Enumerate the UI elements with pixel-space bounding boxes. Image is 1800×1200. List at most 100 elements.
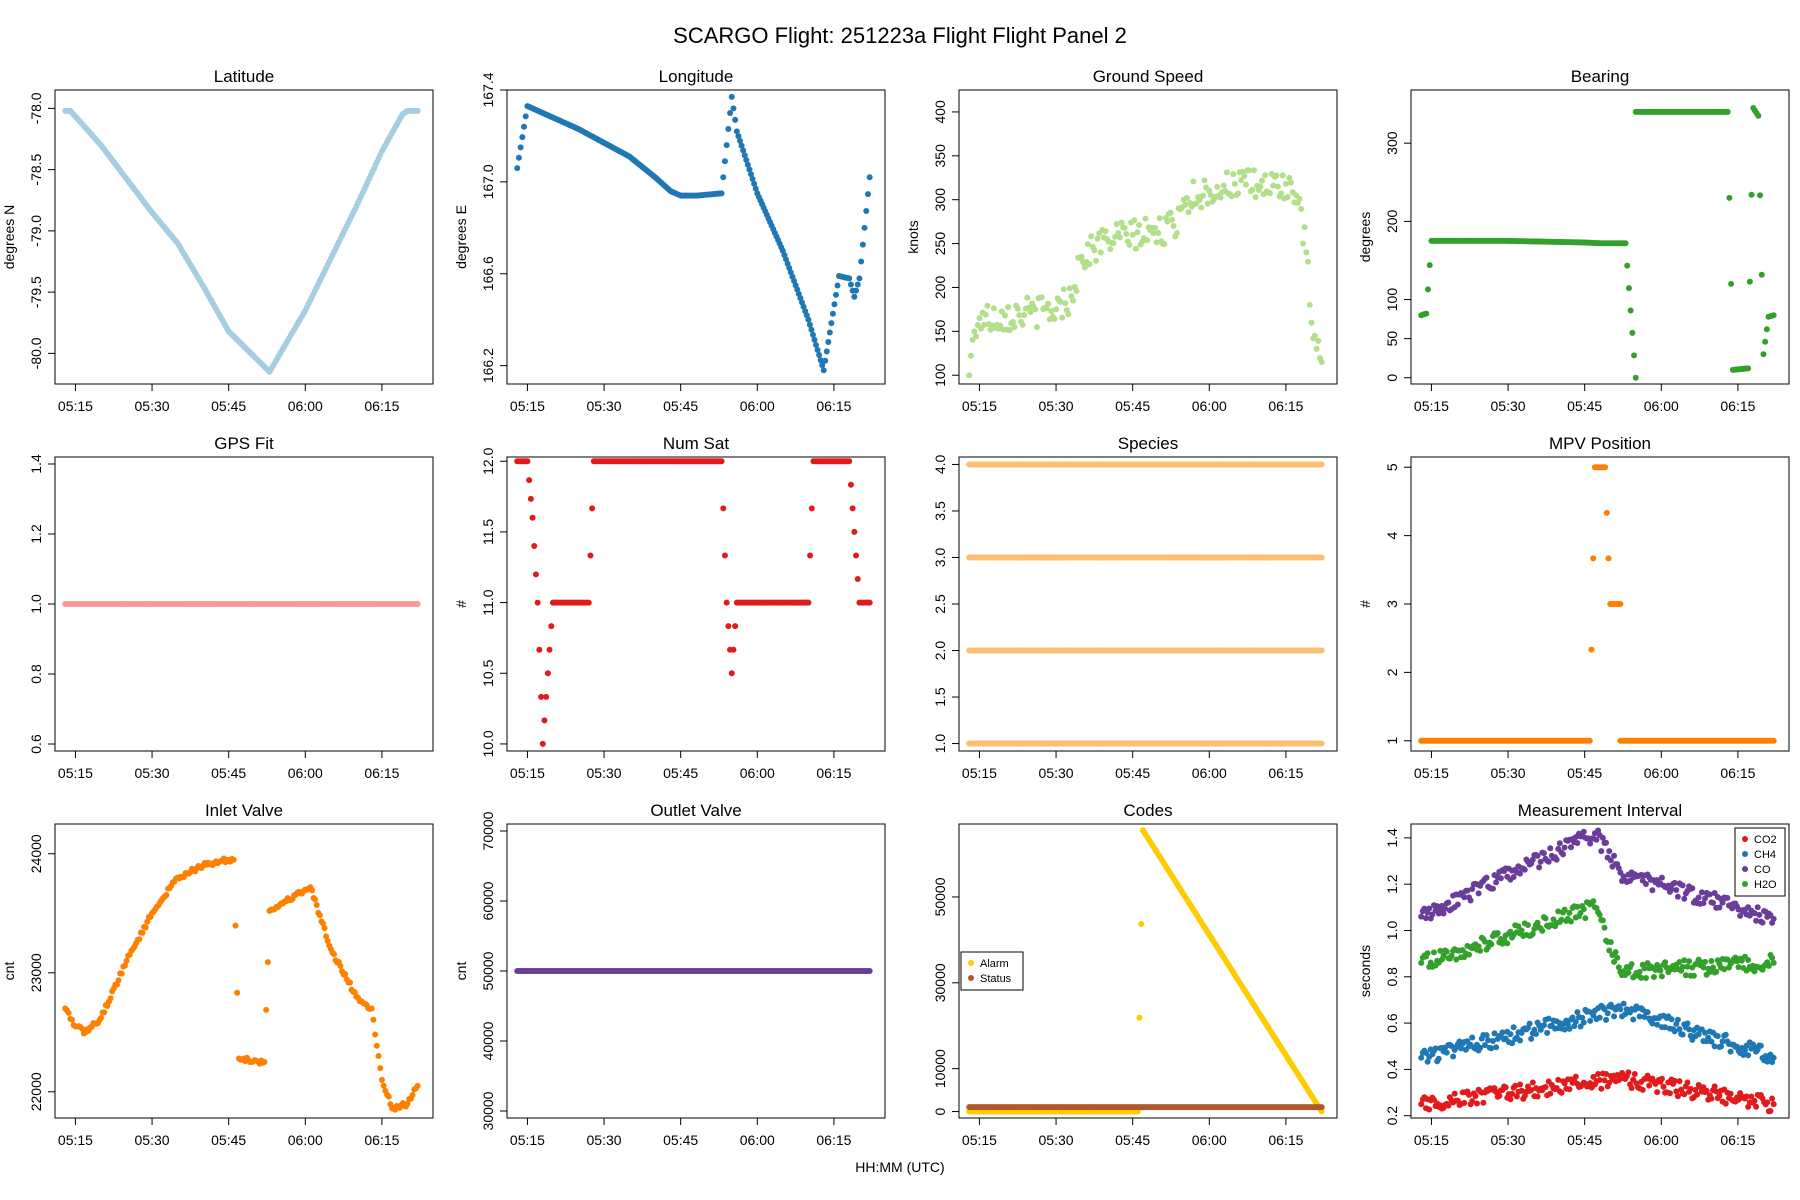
- series-marker: [1161, 241, 1168, 248]
- series-marker: [1711, 1083, 1718, 1090]
- series-marker: [819, 362, 826, 369]
- series-marker: [1445, 1102, 1452, 1109]
- data-point: [1318, 647, 1325, 654]
- y-tick-label: 50: [1384, 331, 1400, 347]
- series-marker: [1692, 1086, 1699, 1093]
- series-marker: [263, 1006, 270, 1013]
- series-marker: [1762, 338, 1769, 345]
- plot-frame: [506, 456, 886, 752]
- series-marker: [1134, 229, 1141, 236]
- series-marker: [1689, 885, 1696, 892]
- series-marker: [1469, 886, 1476, 893]
- series-marker: [1706, 891, 1713, 898]
- series-marker: [1070, 297, 1077, 304]
- series-marker: [1735, 964, 1742, 971]
- series-marker: [1033, 324, 1040, 331]
- data-point: [534, 599, 541, 606]
- series-outlet-valve-0: [514, 968, 873, 974]
- series-marker: [1060, 286, 1067, 293]
- series-species-0: [966, 740, 1325, 747]
- data-point: [539, 740, 546, 747]
- series-marker: [1604, 1010, 1611, 1017]
- data-point: [529, 514, 536, 521]
- data-point: [368, 1005, 375, 1012]
- series-marker: [548, 623, 555, 630]
- series-marker: [532, 571, 539, 578]
- panel-ground-speed: Ground Speed knots 05:15 05:30 05:45 06:00 06:…: [905, 67, 1338, 414]
- series-marker: [1606, 947, 1613, 954]
- y-tick-label: 100: [1384, 288, 1400, 312]
- series-marker: [1590, 1073, 1597, 1080]
- series-marker: [121, 962, 128, 969]
- series-marker: [144, 918, 151, 925]
- series-marker: [1684, 963, 1691, 970]
- series-marker: [1671, 879, 1678, 886]
- series-marker: [1612, 949, 1619, 956]
- series-marker: [1598, 848, 1605, 855]
- series-marker: [118, 970, 125, 977]
- series-marker: [1686, 958, 1693, 965]
- series-marker: [308, 887, 315, 894]
- series-marker: [346, 979, 353, 986]
- x-tick-label: 05:45: [1115, 765, 1150, 781]
- x-tick-label: 05:30: [1039, 765, 1074, 781]
- x-tick-label: 05:45: [1115, 398, 1150, 414]
- panel-title: Inlet Valve: [205, 801, 283, 820]
- series-marker: [1453, 956, 1460, 963]
- series-marker: [1722, 1031, 1729, 1038]
- series-marker: [1556, 840, 1563, 847]
- series-marker: [1603, 839, 1610, 846]
- data-point: [1602, 464, 1609, 471]
- series-marker: [1504, 940, 1511, 947]
- data-point: [866, 599, 873, 606]
- series-marker: [1599, 917, 1606, 924]
- x-tick-label: 05:45: [211, 765, 246, 781]
- y-axis-label: seconds: [1357, 945, 1373, 997]
- x-tick-label: 06:00: [1192, 765, 1227, 781]
- series-marker: [1246, 167, 1253, 174]
- x-tick-label: 05:30: [587, 398, 622, 414]
- y-tick-label: -78.0: [28, 92, 44, 124]
- x-tick-label: 06:15: [364, 398, 399, 414]
- series-marker: [544, 670, 551, 677]
- series-marker: [1757, 192, 1764, 199]
- y-tick-label: 70000: [480, 811, 496, 850]
- series-marker: [1182, 201, 1189, 208]
- data-point: [1418, 1054, 1425, 1061]
- series-marker: [1598, 1085, 1605, 1092]
- series-marker: [1684, 1020, 1691, 1027]
- x-tick-label: 05:15: [58, 765, 93, 781]
- y-tick-label: 3.5: [932, 501, 948, 521]
- data-point: [1313, 345, 1320, 352]
- data-point: [1755, 112, 1762, 119]
- series-marker: [859, 241, 866, 248]
- series-marker: [847, 281, 854, 288]
- series-marker: [319, 920, 326, 927]
- series-marker: [1748, 191, 1755, 198]
- series-marker: [826, 329, 833, 336]
- series-marker: [814, 347, 821, 354]
- series-marker: [743, 156, 750, 163]
- series-marker: [1738, 957, 1745, 964]
- series-marker: [740, 147, 747, 154]
- series-marker: [1288, 179, 1295, 186]
- series-marker: [1422, 1049, 1429, 1056]
- x-tick-label: 05:15: [58, 398, 93, 414]
- x-tick-label: 06:15: [816, 765, 851, 781]
- data-point: [514, 165, 521, 172]
- series-marker: [1745, 1052, 1752, 1059]
- series-marker: [232, 922, 239, 929]
- series-marker: [1625, 1069, 1632, 1076]
- series-marker: [853, 287, 860, 294]
- series-marker: [1769, 954, 1776, 961]
- data-point: [1770, 1101, 1777, 1108]
- data-point: [414, 107, 421, 114]
- series-marker: [1636, 1013, 1643, 1020]
- series-marker: [1649, 1020, 1656, 1027]
- data-point: [1724, 108, 1731, 115]
- series-marker: [1673, 886, 1680, 893]
- series-marker: [1422, 915, 1429, 922]
- series-marker: [1566, 1086, 1573, 1093]
- y-tick-label: 300: [932, 188, 948, 212]
- series-marker: [741, 152, 748, 159]
